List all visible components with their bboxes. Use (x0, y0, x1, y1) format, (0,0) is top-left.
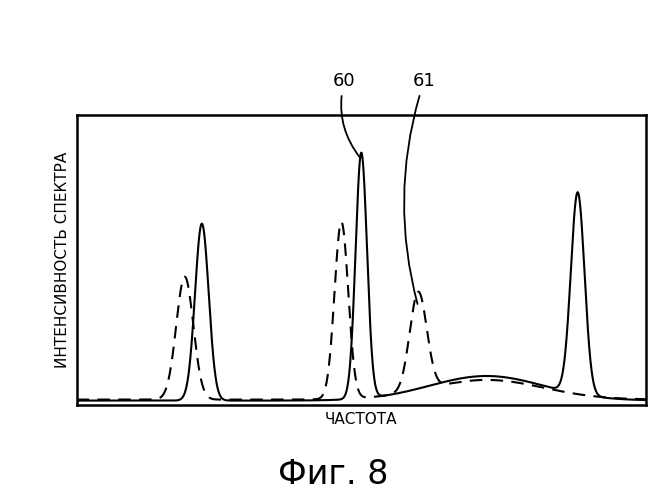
X-axis label: ЧАСТОТА: ЧАСТОТА (325, 412, 398, 427)
Text: 60: 60 (333, 72, 360, 157)
Text: 61: 61 (404, 72, 436, 304)
Y-axis label: ИНТЕНСИВНОСТЬ СПЕКТРА: ИНТЕНСИВНОСТЬ СПЕКТРА (55, 152, 70, 368)
Text: Фиг. 8: Фиг. 8 (278, 458, 388, 492)
